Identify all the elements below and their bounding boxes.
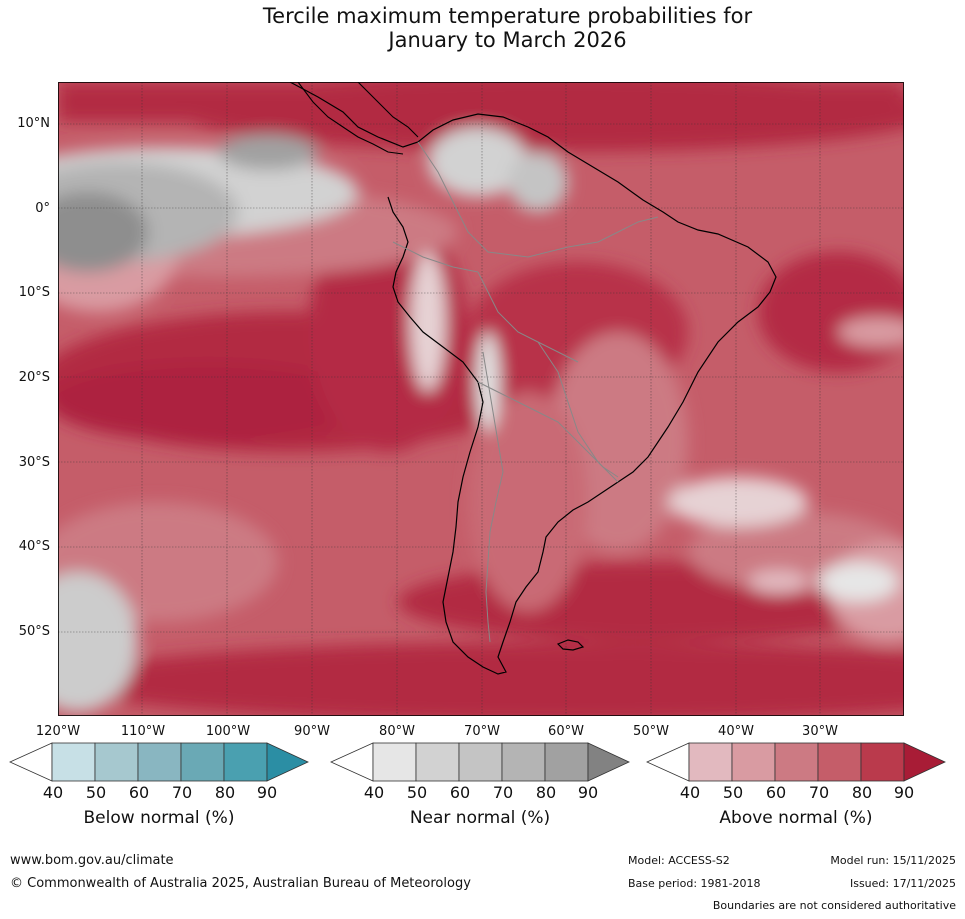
legend-below-normal: 40 50 60 70 80 90 Below normal (%) — [9, 742, 309, 834]
tick-50: 50 — [722, 783, 744, 802]
colorbar-segment — [266, 742, 309, 782]
tick-90: 90 — [893, 783, 915, 802]
tick-40: 40 — [679, 783, 701, 802]
colorbar-segment — [688, 742, 733, 782]
model-run-date: Model run: 15/11/2025 — [830, 854, 956, 867]
tick-90: 90 — [256, 783, 278, 802]
tick-40: 40 — [42, 783, 64, 802]
legend-above-normal: 40 50 60 70 80 90 Above normal (%) — [646, 742, 946, 834]
tick-90: 90 — [577, 783, 599, 802]
tick-50: 50 — [85, 783, 107, 802]
tick-50: 50 — [406, 783, 428, 802]
base-period: Base period: 1981-2018 — [628, 877, 761, 890]
colorbar-segment — [587, 742, 630, 782]
lon-label-90w: 90°W — [294, 724, 330, 739]
falkland-islands — [556, 639, 585, 651]
tick-80: 80 — [214, 783, 236, 802]
tick-40: 40 — [363, 783, 385, 802]
colorbar-segment — [94, 742, 139, 782]
website-link[interactable]: www.bom.gov.au/climate — [10, 853, 174, 868]
tick-80: 80 — [851, 783, 873, 802]
colorbar-segment — [774, 742, 819, 782]
copyright-text: © Commonwealth of Australia 2025, Austra… — [10, 876, 471, 891]
lat-label-10n: 10°N — [17, 116, 50, 131]
tick-60: 60 — [765, 783, 787, 802]
map-svg — [58, 82, 904, 716]
colorbar-segment — [860, 742, 905, 782]
lon-label-70w: 70°W — [464, 724, 500, 739]
colorbar-segment — [544, 742, 589, 782]
colorbar-segment — [223, 742, 268, 782]
lat-label-10s: 10°S — [18, 285, 50, 300]
probability-map[interactable] — [58, 82, 904, 716]
tick-70: 70 — [492, 783, 514, 802]
colorbar-segment — [330, 742, 374, 782]
tick-70: 70 — [808, 783, 830, 802]
title-line-1: Tercile maximum temperature probabilitie… — [262, 4, 753, 28]
lon-label-50w: 50°W — [633, 724, 669, 739]
map-border — [58, 82, 904, 716]
colorbar-segment — [415, 742, 460, 782]
colorbar-segment — [817, 742, 862, 782]
lon-label-60w: 60°W — [548, 724, 584, 739]
tick-70: 70 — [171, 783, 193, 802]
lat-label-50s: 50°S — [18, 624, 50, 639]
lat-label-40s: 40°S — [18, 539, 50, 554]
graticule — [58, 82, 904, 716]
lat-label-30s: 30°S — [18, 455, 50, 470]
legend-title-near: Near normal (%) — [409, 808, 551, 828]
issued-date: Issued: 17/11/2025 — [849, 877, 956, 890]
colorbar-segment — [9, 742, 53, 782]
lon-label-110w: 110°W — [120, 724, 166, 739]
lon-label-120w: 120°W — [35, 724, 81, 739]
south-america-coastline — [289, 82, 777, 675]
colorbar-segment — [137, 742, 182, 782]
central-america-coastline — [297, 82, 419, 155]
colorbar-near-normal — [330, 742, 630, 782]
boundaries-disclaimer: Boundaries are not considered authoritat… — [712, 899, 956, 912]
legend-near-normal: 40 50 60 70 80 90 Near normal (%) — [330, 742, 630, 834]
colorbar-segment — [646, 742, 690, 782]
colorbar-segment — [458, 742, 503, 782]
colorbar-segment — [903, 742, 946, 782]
lon-label-40w: 40°W — [718, 724, 754, 739]
legend-title-above: Above normal (%) — [719, 808, 873, 828]
chart-title: Tercile maximum temperature probabilitie… — [0, 4, 965, 52]
tick-60: 60 — [128, 783, 150, 802]
legend-title-below: Below normal (%) — [83, 808, 235, 828]
lon-label-30w: 30°W — [802, 724, 838, 739]
colorbar-segment — [501, 742, 546, 782]
lat-label-20s: 20°S — [18, 370, 50, 385]
lon-label-80w: 80°W — [379, 724, 415, 739]
tick-60: 60 — [449, 783, 471, 802]
tick-80: 80 — [535, 783, 557, 802]
colorbar-segment — [372, 742, 417, 782]
colorbar-segment — [180, 742, 225, 782]
colorbar-segment — [731, 742, 776, 782]
colorbar-above-normal — [646, 742, 946, 782]
lon-label-100w: 100°W — [205, 724, 251, 739]
country-borders — [392, 141, 659, 643]
colorbar-segment — [51, 742, 96, 782]
model-name: Model: ACCESS-S2 — [628, 854, 730, 867]
title-line-2: January to March 2026 — [388, 28, 627, 52]
lat-label-0: 0° — [35, 201, 50, 216]
colorbar-below-normal — [9, 742, 309, 782]
